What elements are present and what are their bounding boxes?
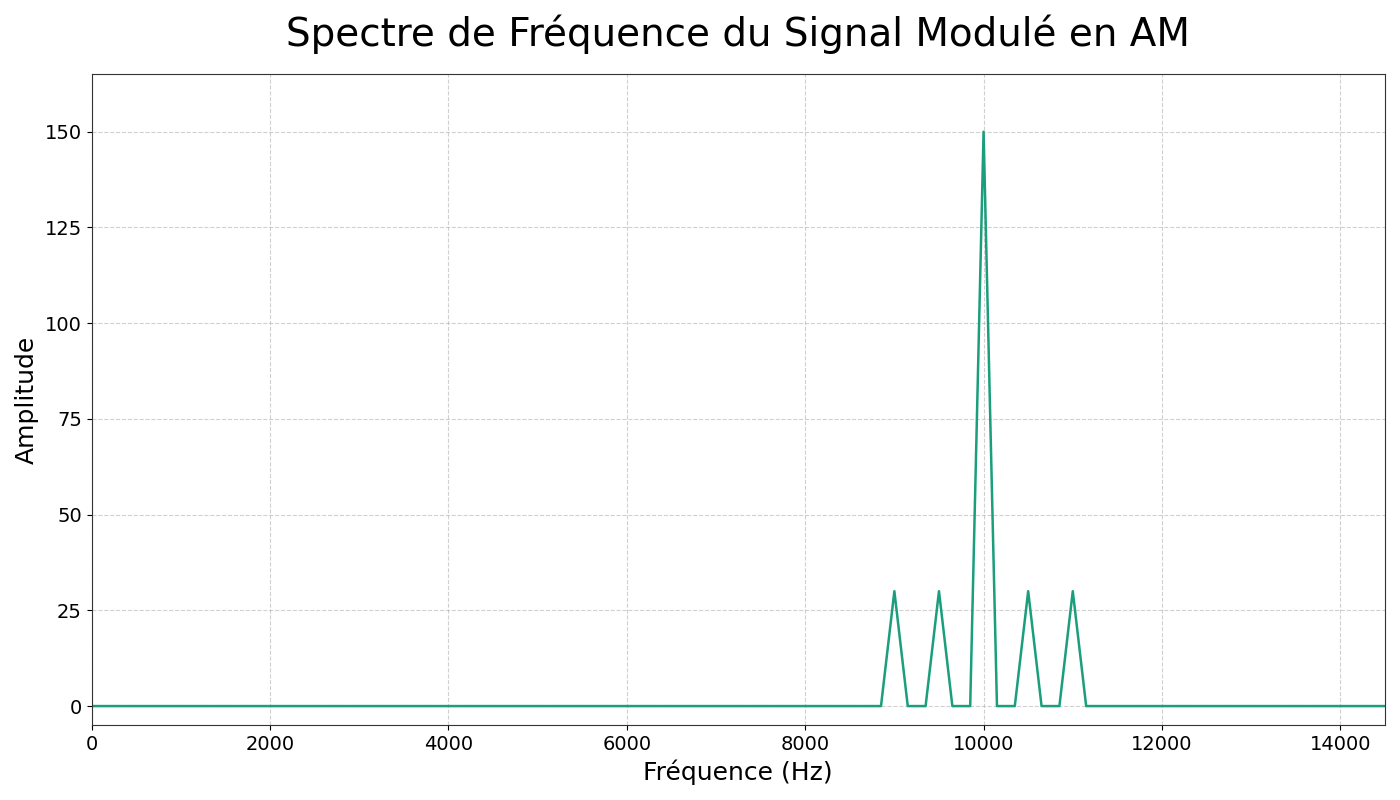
Y-axis label: Amplitude: Amplitude	[15, 336, 39, 464]
Title: Spectre de Fréquence du Signal Modulé en AM: Spectre de Fréquence du Signal Modulé en…	[287, 15, 1190, 54]
X-axis label: Fréquence (Hz): Fréquence (Hz)	[644, 759, 833, 785]
